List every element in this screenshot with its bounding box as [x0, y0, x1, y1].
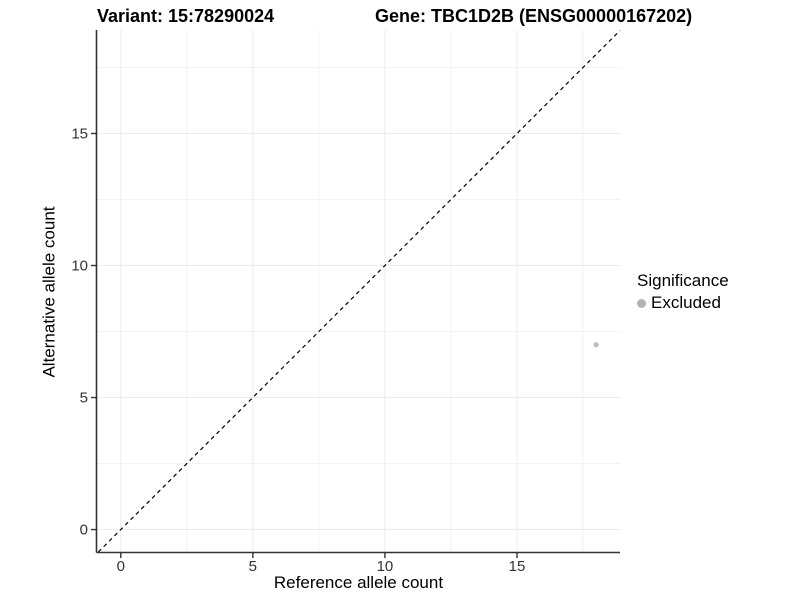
x-tick-label: 10 — [376, 558, 394, 575]
x-axis-title: Reference allele count — [273, 573, 444, 592]
plot-title-variant: Variant: 15:78290024 — [97, 6, 275, 26]
legend-entry-excluded: Excluded — [637, 293, 729, 313]
x-tick-label: 5 — [248, 558, 257, 575]
legend: Significance Excluded — [637, 271, 729, 313]
y-axis-title: Alternative allele count — [39, 206, 59, 378]
legend-point-icon — [637, 298, 646, 308]
x-tick-label: 15 — [508, 558, 526, 575]
y-tick-label: 0 — [79, 521, 88, 539]
data-point — [593, 342, 599, 348]
y-tick-label: 15 — [71, 125, 88, 142]
legend-title: Significance — [637, 271, 729, 290]
x-tick-label: 0 — [116, 558, 125, 575]
identity-line — [97, 30, 621, 553]
legend-entry-label: Excluded — [651, 293, 721, 312]
plot-title-gene: Gene: TBC1D2B (ENSG00000167202) — [375, 6, 693, 26]
y-tick-label: 5 — [79, 389, 88, 407]
y-tick-label: 10 — [71, 257, 88, 275]
